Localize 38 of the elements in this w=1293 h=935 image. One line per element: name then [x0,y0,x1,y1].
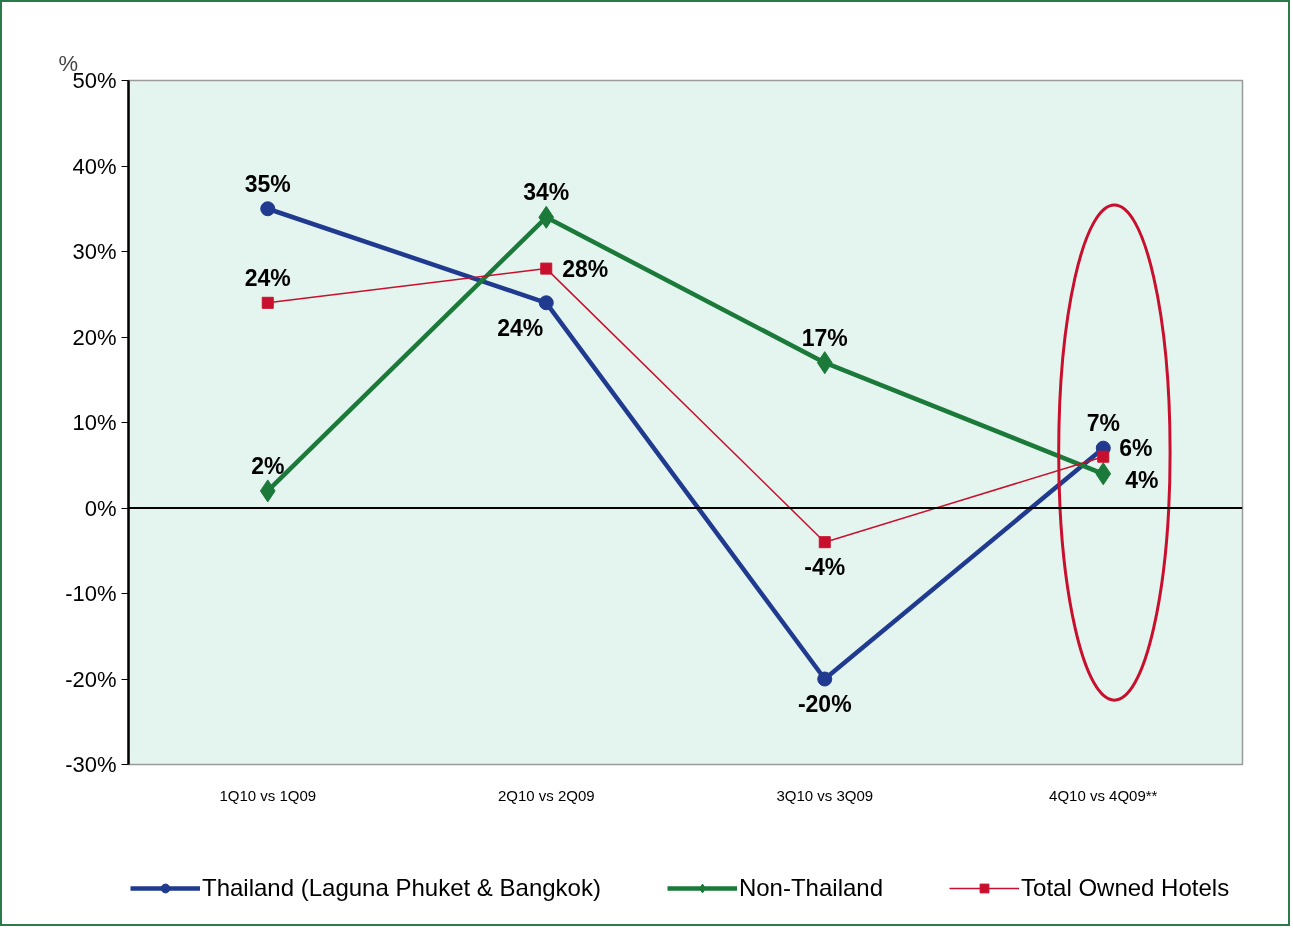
data-label: 34% [523,179,570,206]
y-tick-label: 40% [72,153,117,179]
point [1095,462,1112,486]
x-tick-label: 2Q10 vs 2Q09 [497,786,595,804]
legend-label: Total Owned Hotels [1021,874,1230,902]
y-tick-label: 30% [72,239,117,264]
point [259,479,276,503]
point [540,262,553,275]
y-tick-label: 10% [72,410,117,435]
y-tick-label: -30% [65,752,117,777]
data-label: 6% [1119,434,1153,461]
point [816,351,833,375]
data-label: 35% [244,170,291,197]
data-label: 24% [497,314,544,341]
legend-label: Thailand (Laguna Phuket & Bangkok) [202,874,601,902]
point [538,295,554,311]
x-tick-label: 1Q10 vs 1Q09 [219,786,317,804]
point [818,536,831,549]
y-tick-label: -20% [65,666,117,692]
y-tick-label: -10% [65,581,117,606]
data-label: 28% [562,255,609,282]
data-label: -4% [804,554,846,581]
data-label: 24% [244,264,291,291]
point [538,205,555,229]
data-label: 2% [251,452,285,479]
legend-label: Non-Thailand [738,874,884,902]
x-tick-label: 3Q10 vs 3Q09 [776,786,874,804]
data-label: 17% [801,324,848,351]
point [261,296,274,309]
y-tick-label: 20% [72,324,117,350]
data-label: 7% [1086,410,1120,437]
data-label: 4% [1125,466,1159,493]
point [1097,450,1110,463]
y-tick-label: 0% [84,495,117,521]
data-label: -20% [797,691,852,717]
x-tick-label: 4Q10 vs 4Q09** [1049,786,1158,804]
point [260,201,276,217]
point [817,671,833,687]
